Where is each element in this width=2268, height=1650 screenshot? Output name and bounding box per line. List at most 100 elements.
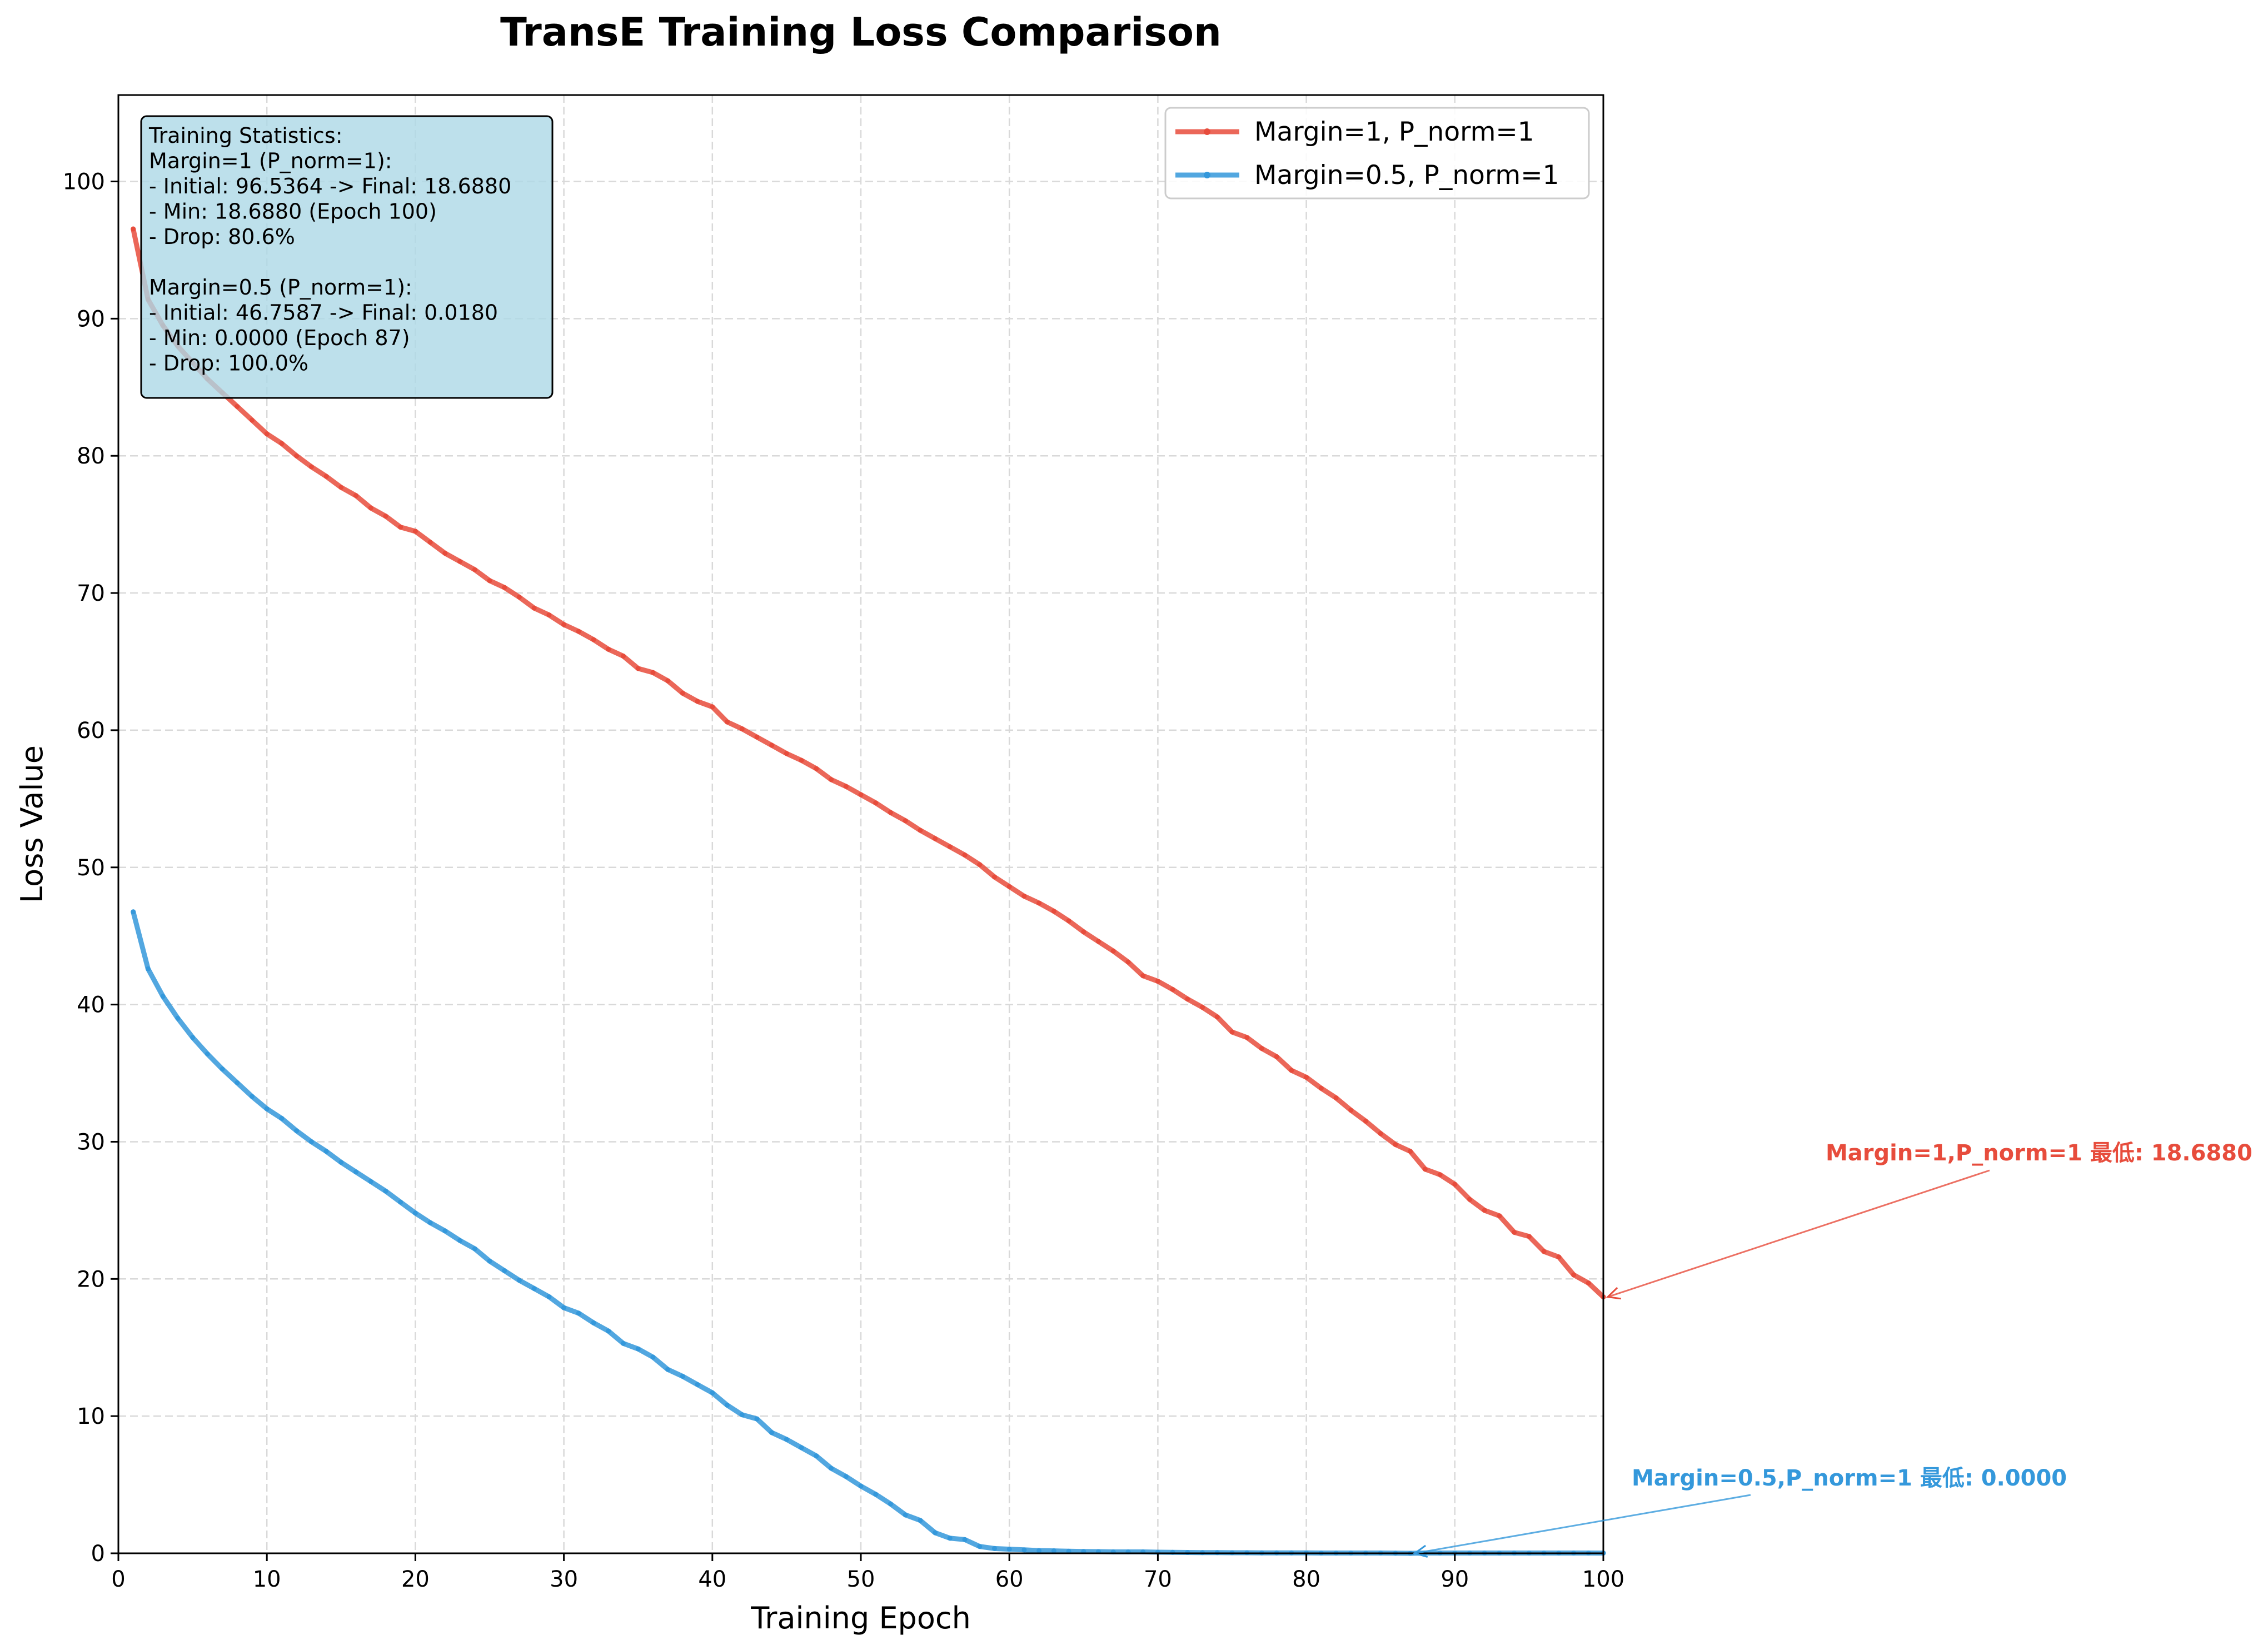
- x-tick-label: 70: [1144, 1567, 1172, 1592]
- data-point: [829, 777, 834, 782]
- legend-marker: [1204, 172, 1210, 178]
- data-point: [933, 836, 938, 841]
- data-point: [442, 550, 448, 556]
- stats-box: Training Statistics:Margin=1 (P_norm=1):…: [140, 115, 554, 399]
- data-point: [412, 529, 418, 534]
- legend-frame: [1164, 107, 1590, 200]
- data-point: [1066, 918, 1071, 924]
- data-point: [1110, 948, 1116, 954]
- data-point: [1096, 939, 1101, 944]
- data-point: [1541, 1249, 1547, 1254]
- data-point: [695, 1382, 700, 1387]
- data-point: [1229, 1029, 1235, 1035]
- stats-line: Margin=0.5 (P_norm=1):: [149, 275, 412, 300]
- data-point: [338, 485, 344, 490]
- stats-line: - Min: 0.0000 (Epoch 87): [149, 326, 410, 350]
- data-point: [873, 800, 879, 806]
- data-point: [353, 1169, 359, 1175]
- data-point: [294, 453, 300, 458]
- annotation-arrow: [1414, 1494, 1751, 1554]
- data-point: [1170, 986, 1175, 992]
- legend-marker: [1204, 128, 1210, 135]
- data-point: [933, 1530, 938, 1536]
- y-tick-label: 0: [91, 1541, 105, 1567]
- stats-box-frame: [140, 115, 554, 399]
- data-point: [650, 1354, 656, 1360]
- data-point: [620, 1340, 626, 1346]
- data-point: [1556, 1254, 1562, 1260]
- data-point: [1155, 979, 1160, 984]
- data-point: [323, 1149, 329, 1154]
- data-point: [561, 622, 567, 627]
- data-point: [725, 719, 730, 725]
- data-point: [829, 1465, 834, 1471]
- data-point: [606, 1328, 611, 1334]
- data-point: [368, 505, 373, 511]
- legend: Margin=1, P_norm=1 Margin=0.5, P_norm=1: [1164, 107, 1590, 200]
- data-point: [457, 1238, 463, 1243]
- data-point: [680, 690, 685, 696]
- data-point: [888, 1501, 893, 1507]
- chart-title: TransE Training Loss Comparison: [500, 9, 1222, 55]
- stats-line: - Initial: 46.7587 -> Final: 0.0180: [149, 301, 498, 325]
- data-point: [591, 1320, 596, 1325]
- data-point: [710, 1390, 715, 1395]
- data-point: [1467, 1197, 1473, 1202]
- data-point: [561, 1305, 567, 1310]
- data-point: [665, 678, 671, 684]
- data-point: [383, 514, 388, 519]
- data-point: [635, 666, 641, 671]
- data-point: [1021, 1547, 1027, 1553]
- data-point: [398, 525, 403, 530]
- data-point: [531, 605, 537, 611]
- data-point: [903, 1512, 908, 1518]
- data-point: [1586, 1280, 1591, 1286]
- data-point: [888, 810, 893, 815]
- data-point: [338, 1159, 344, 1165]
- data-point: [264, 1106, 270, 1111]
- data-point: [784, 1437, 789, 1442]
- data-point: [323, 473, 329, 479]
- data-point: [190, 1035, 196, 1040]
- data-point: [606, 646, 611, 652]
- annotation-label: Margin=0.5,P_norm=1 最低: 0.0000: [1632, 1465, 2067, 1491]
- data-point: [1140, 973, 1146, 979]
- x-tick-label: 80: [1292, 1567, 1320, 1592]
- data-point: [160, 994, 166, 999]
- data-point: [502, 585, 507, 590]
- data-point: [725, 1402, 730, 1408]
- data-point: [799, 1445, 804, 1450]
- data-point: [1051, 1548, 1056, 1554]
- data-point: [635, 1346, 641, 1352]
- data-point: [472, 1246, 477, 1252]
- data-point: [487, 578, 492, 584]
- data-point: [843, 784, 849, 789]
- data-point: [1289, 1068, 1294, 1073]
- data-point: [353, 493, 359, 499]
- data-point: [368, 1179, 373, 1184]
- y-tick-label: 30: [77, 1129, 105, 1155]
- x-tick-label: 10: [253, 1567, 281, 1592]
- data-point: [1333, 1095, 1339, 1100]
- data-point: [977, 1544, 983, 1549]
- data-point: [769, 742, 775, 748]
- y-tick-label: 50: [77, 855, 105, 881]
- data-point: [977, 862, 983, 868]
- data-point: [665, 1367, 671, 1372]
- stats-line: Training Statistics:: [148, 123, 343, 148]
- data-point: [1422, 1167, 1428, 1172]
- data-point: [1437, 1172, 1443, 1178]
- data-point: [1259, 1046, 1264, 1051]
- y-tick-label: 10: [77, 1404, 105, 1429]
- data-point: [1497, 1213, 1502, 1219]
- data-point: [739, 1412, 745, 1418]
- x-tick-label: 90: [1440, 1567, 1469, 1592]
- series-line-1: [131, 226, 1606, 1300]
- stats-line: Margin=1 (P_norm=1):: [149, 149, 392, 173]
- data-point: [576, 629, 581, 634]
- data-point: [1378, 1131, 1383, 1136]
- data-point: [442, 1228, 448, 1234]
- data-point: [131, 909, 136, 915]
- data-point: [235, 403, 240, 409]
- x-tick-label: 30: [550, 1567, 578, 1592]
